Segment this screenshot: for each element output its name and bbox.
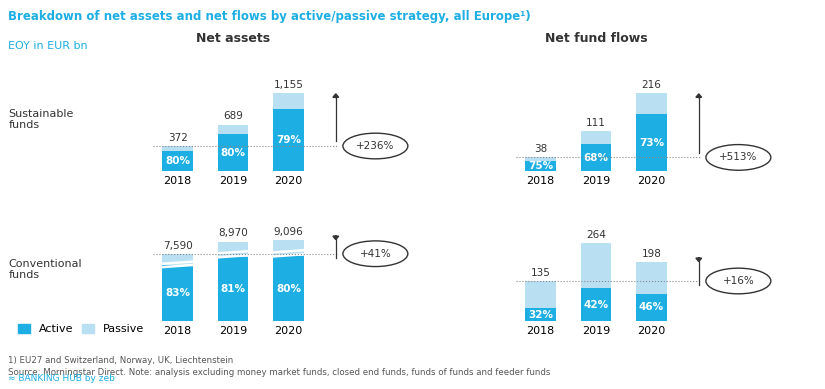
Bar — [163, 265, 193, 321]
Bar — [218, 124, 248, 134]
Bar — [636, 114, 667, 171]
Text: Conventional
funds: Conventional funds — [8, 259, 82, 280]
Bar — [163, 254, 193, 265]
Bar — [581, 144, 611, 171]
Text: 32%: 32% — [528, 310, 553, 319]
Text: +16%: +16% — [723, 276, 754, 286]
Bar — [218, 134, 248, 171]
Text: 1) EU27 and Switzerland, Norway, UK, Liechtenstein: 1) EU27 and Switzerland, Norway, UK, Lie… — [8, 356, 233, 365]
Text: 1,155: 1,155 — [274, 80, 304, 90]
Bar — [273, 240, 304, 256]
Bar — [273, 256, 304, 321]
Text: 80%: 80% — [276, 284, 301, 294]
Text: 80%: 80% — [165, 156, 190, 166]
Text: 372: 372 — [167, 133, 187, 143]
Text: +236%: +236% — [356, 141, 394, 151]
Text: EOY in EUR bn: EOY in EUR bn — [8, 41, 88, 51]
Text: 81%: 81% — [220, 284, 246, 294]
Text: 46%: 46% — [639, 303, 664, 312]
Text: 68%: 68% — [583, 152, 609, 163]
Text: 689: 689 — [223, 112, 243, 121]
Bar — [526, 308, 556, 321]
Text: ≈ BANKING HUB by zeb: ≈ BANKING HUB by zeb — [8, 374, 116, 383]
Bar — [218, 242, 248, 257]
Bar — [163, 146, 193, 151]
Bar — [636, 93, 667, 114]
Text: Source: Morningstar Direct. Note: analysis excluding money market funds, closed : Source: Morningstar Direct. Note: analys… — [8, 368, 550, 377]
Text: 42%: 42% — [583, 300, 609, 310]
Text: 79%: 79% — [276, 135, 301, 145]
Bar — [163, 151, 193, 171]
Text: +41%: +41% — [360, 249, 391, 259]
Text: 216: 216 — [642, 80, 662, 90]
Bar — [526, 158, 556, 161]
Bar — [581, 288, 611, 321]
Text: Breakdown of net assets and net flows by active/passive strategy, all Europe¹): Breakdown of net assets and net flows by… — [8, 10, 531, 23]
Text: Net fund flows: Net fund flows — [544, 32, 648, 45]
Text: 8,970: 8,970 — [218, 228, 248, 238]
Text: 80%: 80% — [220, 147, 246, 158]
Text: 198: 198 — [642, 249, 662, 259]
Legend: Active, Passive: Active, Passive — [14, 319, 148, 339]
Bar — [218, 257, 248, 321]
Text: 73%: 73% — [639, 138, 664, 148]
Bar — [636, 294, 667, 321]
Text: 75%: 75% — [528, 161, 554, 171]
Text: Sustainable
funds: Sustainable funds — [8, 109, 73, 130]
Text: Net assets: Net assets — [196, 32, 270, 45]
Bar — [273, 93, 304, 109]
Text: 135: 135 — [530, 268, 550, 278]
Text: 111: 111 — [586, 118, 606, 128]
Bar — [636, 262, 667, 294]
Bar — [273, 109, 304, 171]
Bar — [581, 243, 611, 288]
Text: 7,590: 7,590 — [163, 241, 192, 251]
Text: 9,096: 9,096 — [274, 227, 304, 237]
Bar — [526, 281, 556, 308]
Bar — [526, 161, 556, 171]
Text: +513%: +513% — [719, 152, 757, 163]
Bar — [581, 131, 611, 144]
Text: 38: 38 — [534, 144, 547, 154]
Text: 83%: 83% — [165, 288, 190, 298]
Text: 264: 264 — [586, 230, 606, 240]
